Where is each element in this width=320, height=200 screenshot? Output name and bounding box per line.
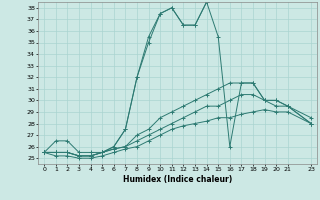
X-axis label: Humidex (Indice chaleur): Humidex (Indice chaleur) [123,175,232,184]
